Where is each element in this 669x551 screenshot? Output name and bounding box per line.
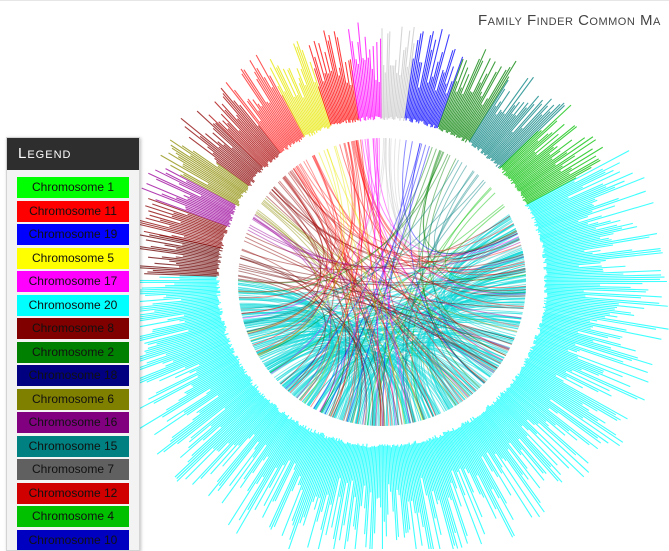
legend-header: Legend xyxy=(7,138,139,170)
label-stroke xyxy=(385,72,386,120)
legend-item[interactable]: Chromosome 6 xyxy=(17,389,129,410)
legend-item[interactable]: Chromosome 15 xyxy=(17,436,129,457)
label-stroke xyxy=(545,284,600,285)
legend-item[interactable]: Chromosome 8 xyxy=(17,318,129,339)
legend-item[interactable]: Chromosome 4 xyxy=(17,506,129,527)
legend-item[interactable]: Chromosome 1 xyxy=(17,177,129,198)
legend-item[interactable]: Chromosome 18 xyxy=(17,365,129,386)
label-stroke xyxy=(376,80,377,117)
label-stroke xyxy=(165,285,219,286)
legend-item[interactable]: Chromosome 2 xyxy=(17,342,129,363)
label-stroke xyxy=(544,279,660,280)
legend-item[interactable]: Chromosome 5 xyxy=(17,248,129,269)
legend-item[interactable]: Chromosome 12 xyxy=(17,483,129,504)
legend-item[interactable]: Chromosome 7 xyxy=(17,459,129,480)
label-stroke xyxy=(179,279,216,280)
legend-item[interactable]: Chromosome 11 xyxy=(17,201,129,222)
label-stroke xyxy=(134,280,220,281)
label-stroke xyxy=(379,444,380,497)
legend-item[interactable]: Chromosome 17 xyxy=(17,271,129,292)
legend-item[interactable]: Chromosome 16 xyxy=(17,412,129,433)
label-stroke xyxy=(457,429,512,537)
label-stroke xyxy=(546,283,642,284)
legend-item[interactable]: Chromosome 19 xyxy=(17,224,129,245)
label-stroke xyxy=(384,446,385,522)
legend-item[interactable]: Chromosome 10 xyxy=(17,530,129,551)
legend-item[interactable]: Chromosome 20 xyxy=(17,295,129,316)
